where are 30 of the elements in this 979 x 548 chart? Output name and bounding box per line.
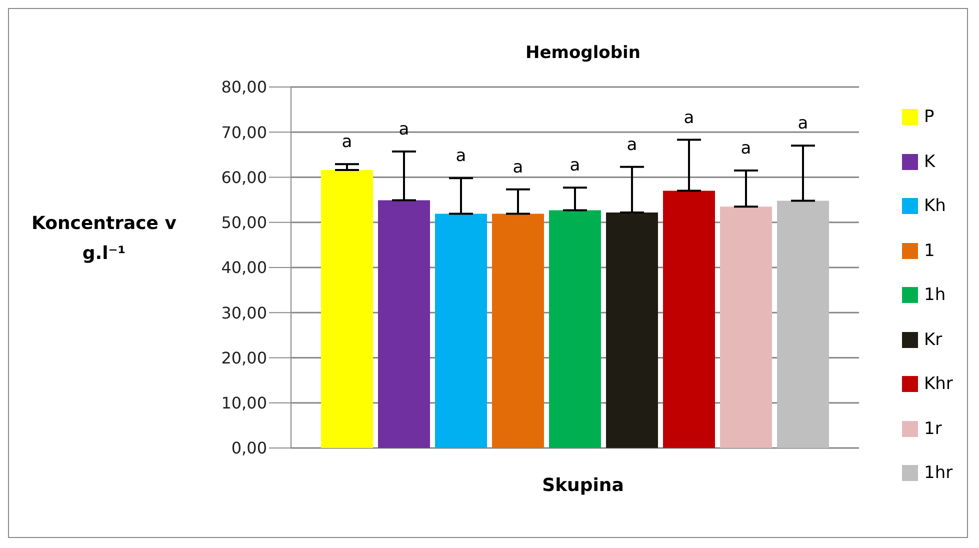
- legend-label: K: [924, 152, 936, 172]
- legend-label: 1: [924, 240, 935, 261]
- y-tick-label: 40,00: [221, 258, 267, 278]
- legend-label: 1hr: [924, 463, 953, 484]
- annotation: a: [626, 134, 638, 155]
- y-tick-label: 70,00: [221, 122, 267, 142]
- annotation: a: [570, 156, 580, 176]
- legend-label: Khr: [924, 374, 953, 394]
- y-tick-label: 10,00: [221, 394, 267, 413]
- legend-label: P: [924, 107, 934, 128]
- legend-label: Kr: [924, 330, 942, 350]
- y-tick-label: 60,00: [221, 168, 267, 187]
- annotation: a: [456, 146, 466, 166]
- y-axis-title: Koncentrace v g.l⁻¹: [30, 212, 178, 266]
- annotation: a: [512, 157, 524, 178]
- annotation: a: [798, 114, 808, 134]
- y-tick-label: 50,00: [221, 213, 267, 232]
- y-tick-label: 0,00: [231, 438, 267, 458]
- annotation: a: [740, 138, 752, 158]
- chart-title: Hemoglobin: [524, 43, 642, 63]
- y-tick-label: 20,00: [221, 348, 267, 368]
- legend-label: 1h: [924, 285, 946, 306]
- annotation: a: [398, 120, 410, 140]
- x-axis-title: Skupina: [541, 475, 625, 496]
- legend-label: 1r: [924, 418, 942, 439]
- y-tick-label: 80,00: [221, 78, 267, 97]
- y-tick-label: 30,00: [221, 303, 267, 322]
- legend-label: Kh: [924, 196, 946, 216]
- annotation: a: [342, 132, 352, 152]
- annotation: a: [684, 108, 694, 128]
